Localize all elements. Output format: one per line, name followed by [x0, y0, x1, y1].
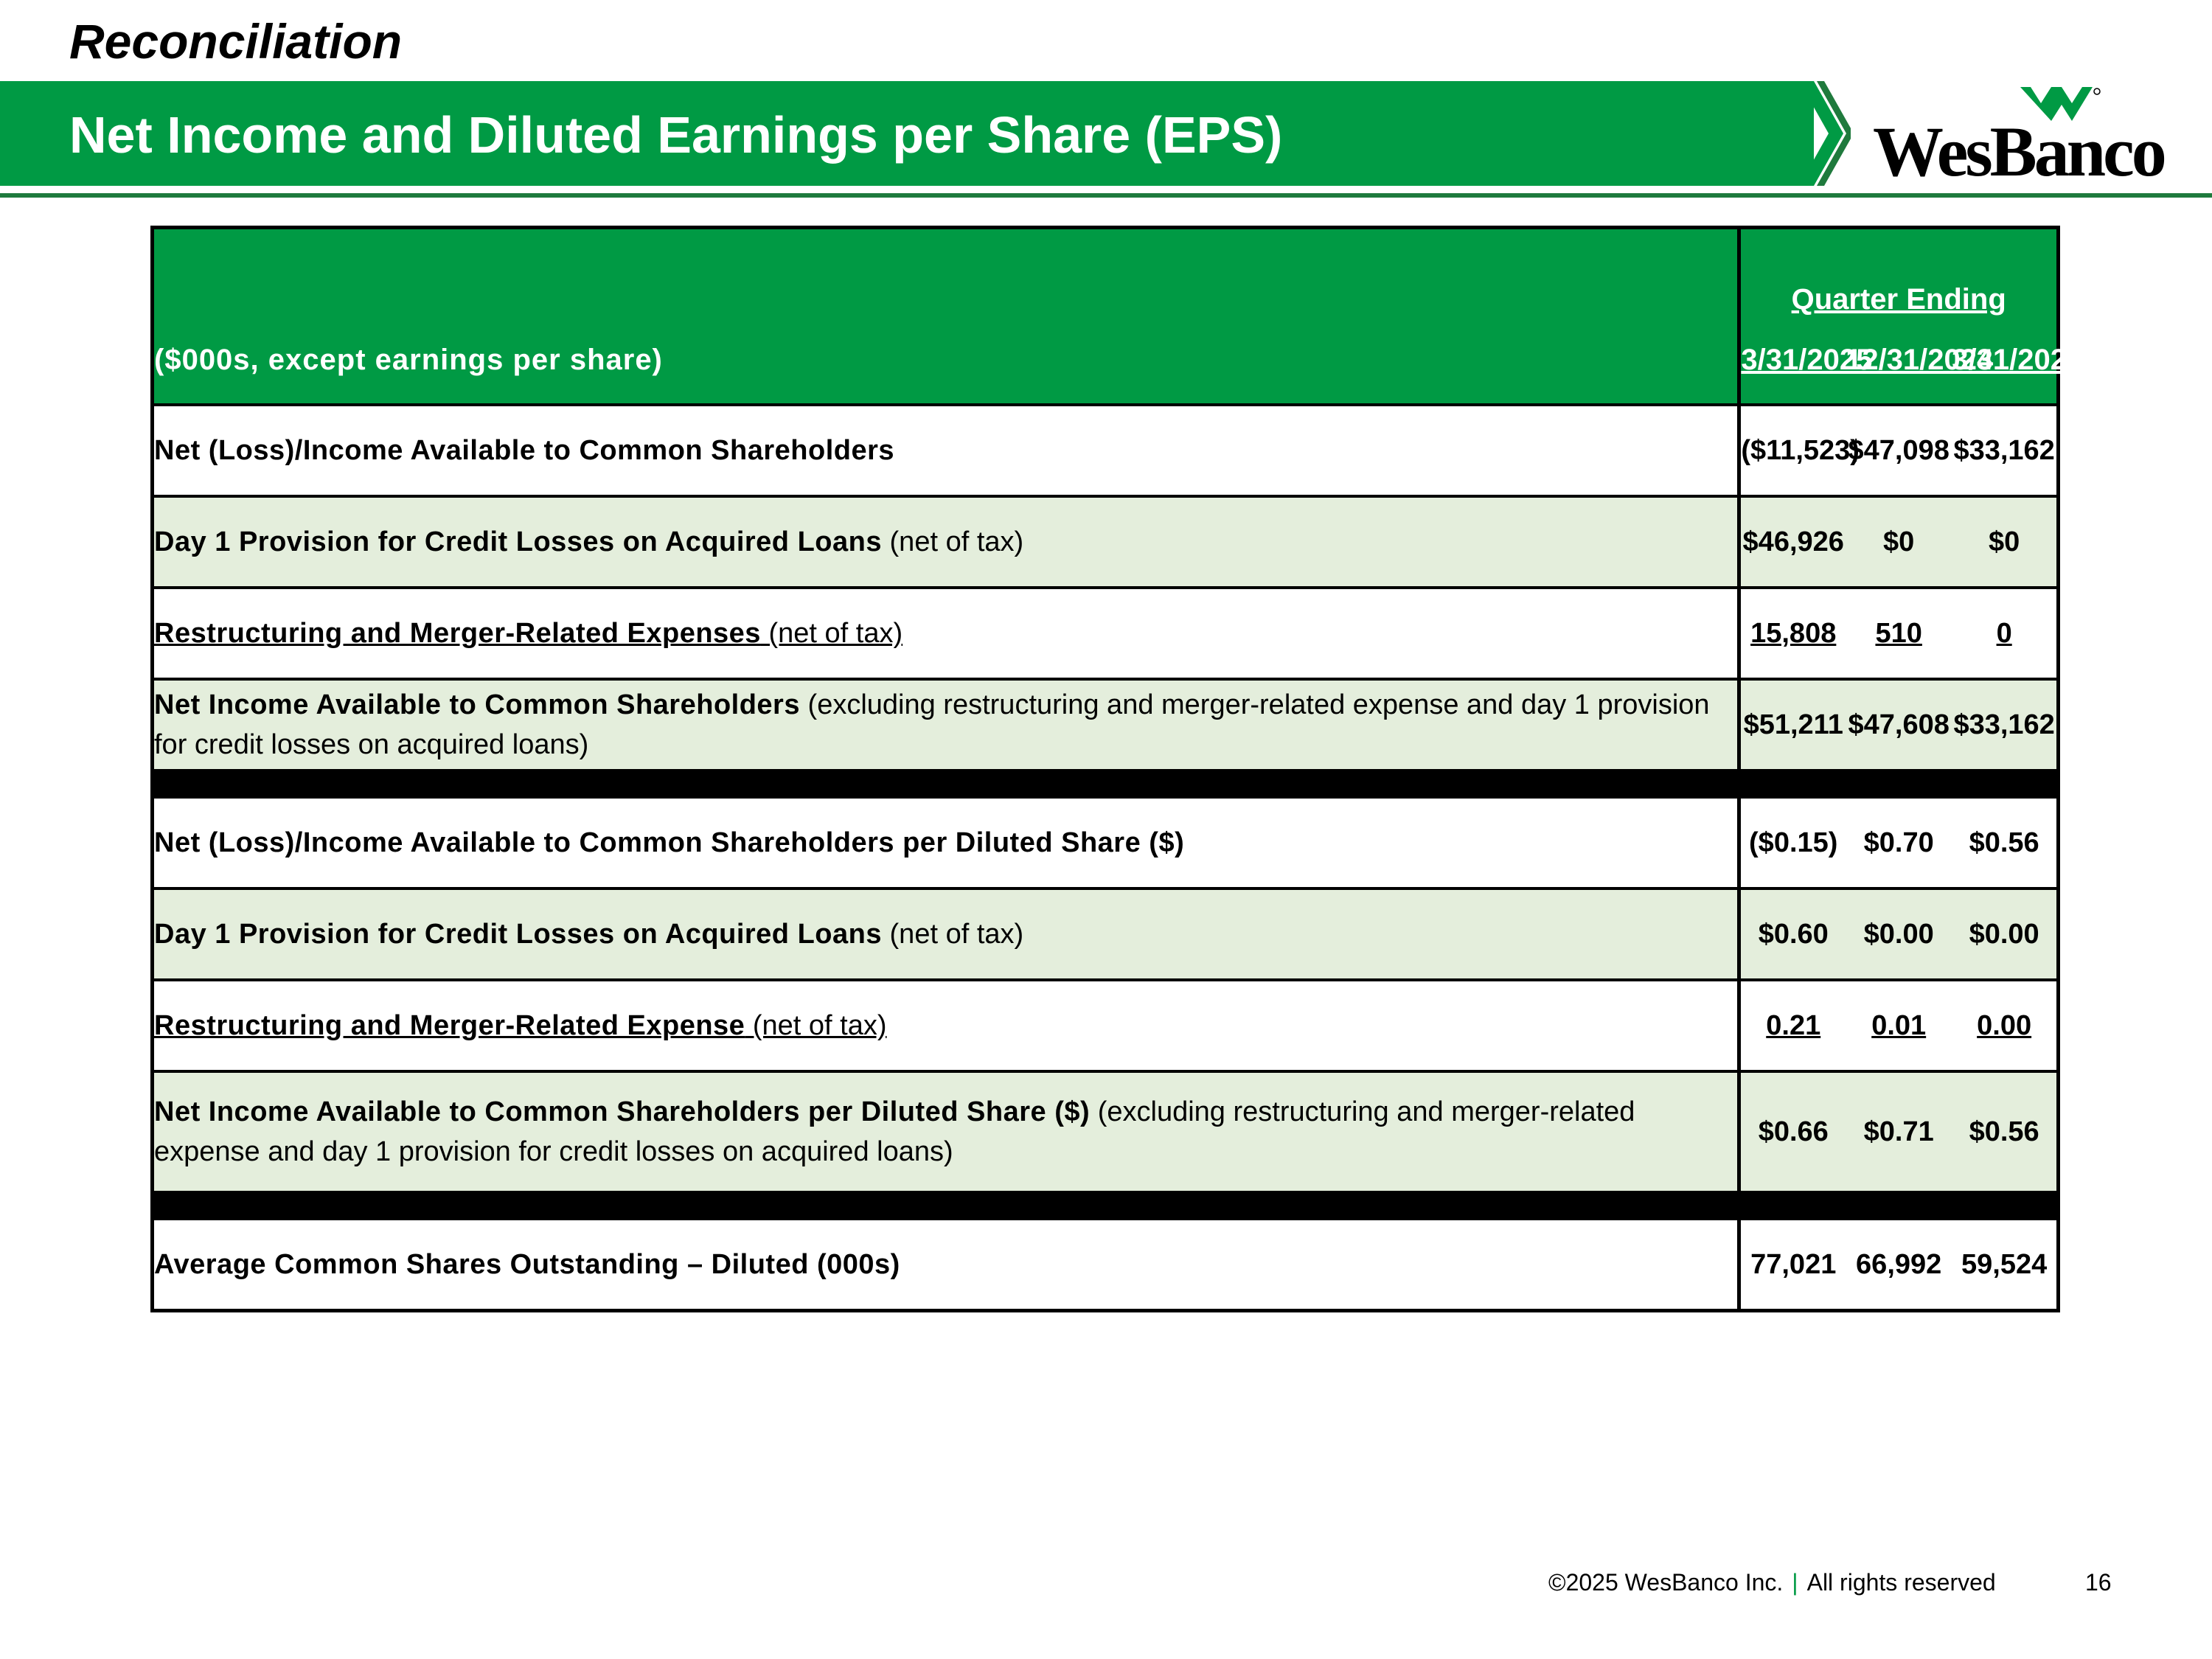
logo-wordmark: WesBanco: [1873, 112, 2167, 191]
units-label: ($000s, except earnings per share): [152, 316, 1739, 405]
table-cell: 15,808: [1737, 586, 1846, 679]
row-label: Average Common Shares Outstanding – Dilu…: [152, 1217, 1739, 1311]
row-label: Net Income Available to Common Sharehold…: [152, 678, 1739, 771]
page-number: 16: [2085, 1569, 2112, 1596]
table-cell: 510: [1846, 586, 1952, 679]
table-cell: 0: [1952, 586, 2059, 679]
logo-mark-icon: [2020, 87, 2101, 121]
table-row: Average Common Shares Outstanding – Dilu…: [152, 1217, 2059, 1311]
row-label: Day 1 Provision for Credit Losses on Acq…: [152, 495, 1739, 588]
table-cell: $0: [1952, 495, 2059, 588]
table-cell: 0.01: [1846, 978, 1952, 1071]
table-header-group-row: Quarter Ending: [152, 227, 2059, 316]
table-row: Net (Loss)/Income Available to Common Sh…: [152, 403, 2059, 496]
wesbanco-logo: WesBanco: [1873, 87, 2167, 191]
row-label: Restructuring and Merger-Related Expense…: [152, 586, 1739, 679]
table-cell: $0.00: [1846, 887, 1952, 980]
table-cell: $47,608: [1846, 678, 1952, 771]
table-cell: 77,021: [1737, 1217, 1846, 1311]
table-cell: 0.00: [1952, 978, 2059, 1071]
table-cell: 0.21: [1737, 978, 1846, 1071]
row-label: Net Income Available to Common Sharehold…: [152, 1070, 1739, 1192]
table-cell: ($11,523): [1737, 403, 1860, 496]
table-cell: $0.70: [1846, 796, 1952, 888]
row-label: Restructuring and Merger-Related Expense…: [152, 978, 1739, 1071]
section-divider: [152, 769, 2059, 797]
table-cell: ($0.15): [1737, 796, 1846, 888]
header-rule: [0, 193, 2212, 198]
table-cell: $0.00: [1952, 887, 2059, 980]
table-cell: $33,162: [1952, 678, 2059, 771]
row-label: Net (Loss)/Income Available to Common Sh…: [152, 403, 1739, 496]
period-header: 3/31/2024: [1952, 343, 2084, 376]
title-banner: [0, 81, 1814, 186]
table-row: Day 1 Provision for Credit Losses on Acq…: [152, 495, 2059, 588]
table-cell: 66,992: [1846, 1217, 1952, 1311]
table-header-row: ($000s, except earnings per share) 3/31/…: [152, 316, 2083, 405]
rights-text: All rights reserved: [1806, 1569, 1996, 1596]
table-cell: $51,211: [1737, 678, 1846, 771]
page-title: Net Income and Diluted Earnings per Shar…: [69, 106, 1283, 164]
table-cell: $46,926: [1737, 495, 1846, 588]
section-kicker: Reconciliation: [69, 14, 403, 69]
footer: ©2025 WesBanco Inc. | All rights reserved: [1548, 1569, 1996, 1596]
table-cell: 59,524: [1952, 1217, 2059, 1311]
copyright-text: ©2025 WesBanco Inc.: [1548, 1569, 1784, 1596]
table-cell: $33,162: [1952, 403, 2059, 496]
footer-separator: |: [1792, 1569, 1798, 1596]
table-cell: $0.56: [1952, 1070, 2059, 1192]
table-cell: $47,098: [1846, 403, 1952, 496]
section-divider: [152, 1191, 2059, 1219]
quarter-ending-header: Quarter Ending: [1791, 283, 2006, 316]
table-row: Net Income Available to Common Sharehold…: [152, 678, 2059, 771]
table-cell: $0.66: [1737, 1070, 1846, 1192]
table-row: Restructuring and Merger-Related Expense…: [152, 978, 2059, 1071]
row-label: Day 1 Provision for Credit Losses on Acq…: [152, 887, 1739, 980]
table-cell: $0.56: [1952, 796, 2059, 888]
table-row: Day 1 Provision for Credit Losses on Acq…: [152, 887, 2059, 980]
banner-chevron-icon: [1799, 81, 1851, 186]
table-cell: $0.71: [1846, 1070, 1952, 1192]
table-cell: $0: [1846, 495, 1952, 588]
reconciliation-table: Quarter Ending ($000s, except earnings p…: [150, 226, 2083, 1312]
table-row: Net (Loss)/Income Available to Common Sh…: [152, 796, 2059, 888]
table-row: Net Income Available to Common Sharehold…: [152, 1070, 2059, 1192]
table-cell: $0.60: [1737, 887, 1846, 980]
table-row: Restructuring and Merger-Related Expense…: [152, 586, 2059, 679]
row-label: Net (Loss)/Income Available to Common Sh…: [152, 796, 1739, 888]
